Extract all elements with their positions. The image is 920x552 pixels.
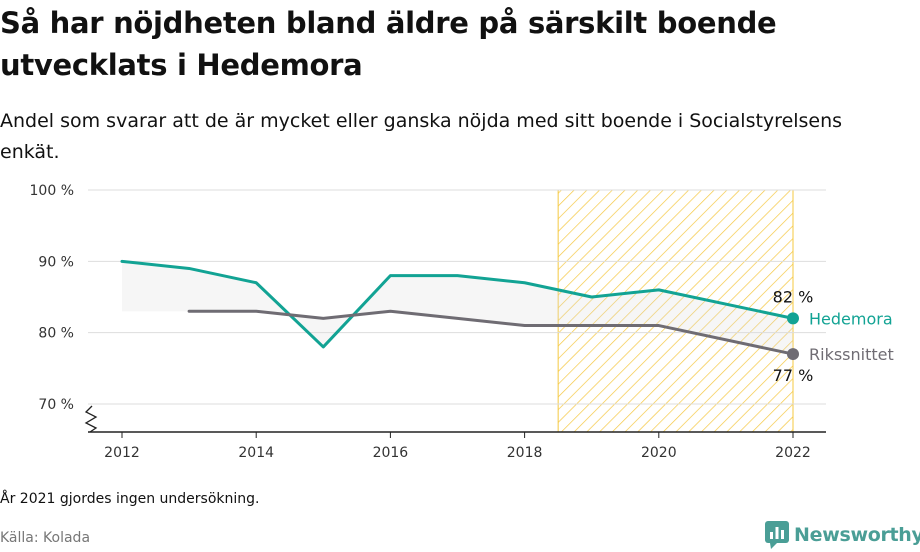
y-tick-label: 90 % xyxy=(38,254,74,270)
series-difference-band xyxy=(122,261,793,355)
series-end-point-0 xyxy=(787,312,799,325)
x-tick-label: 2020 xyxy=(641,445,677,461)
x-tick-label: 2014 xyxy=(238,445,274,461)
line-chart: 70 % 80 % 90 % 100 % 2012 2014 2016 2018 2020 20… xyxy=(30,183,894,461)
y-tick-label: 70 % xyxy=(38,397,74,413)
series-name-label-0: Hedemora xyxy=(809,309,893,328)
x-tick-label: 2018 xyxy=(507,445,543,461)
footnote: År 2021 gjordes ingen undersökning. xyxy=(0,491,260,507)
brand-name: Newsworthy xyxy=(794,524,920,546)
x-tick-label: 2022 xyxy=(775,445,811,461)
newsworthy-logo: Newsworthy xyxy=(765,519,920,551)
x-tick-label: 2012 xyxy=(104,445,140,461)
x-tick-label: 2016 xyxy=(373,445,409,461)
series-name-label-1: Rikssnittet xyxy=(809,345,894,364)
source-text: Källa: Kolada xyxy=(0,530,91,546)
series-line-0 xyxy=(120,259,795,349)
axis-break-icon xyxy=(84,405,98,433)
chart-subtitle: Andel som svarar att de är mycket eller … xyxy=(0,110,843,163)
series-line-1 xyxy=(187,309,795,356)
chart-title: Så har nöjdheten bland äldre på särskilt… xyxy=(0,6,777,82)
y-tick-label: 100 % xyxy=(30,183,74,199)
series-value-label-0: 82 % xyxy=(773,287,814,306)
newsworthy-logo-icon xyxy=(765,521,789,549)
series-value-label-1: 77 % xyxy=(773,366,814,385)
series-end-point-1 xyxy=(787,348,799,361)
y-tick-label: 80 % xyxy=(38,326,74,342)
